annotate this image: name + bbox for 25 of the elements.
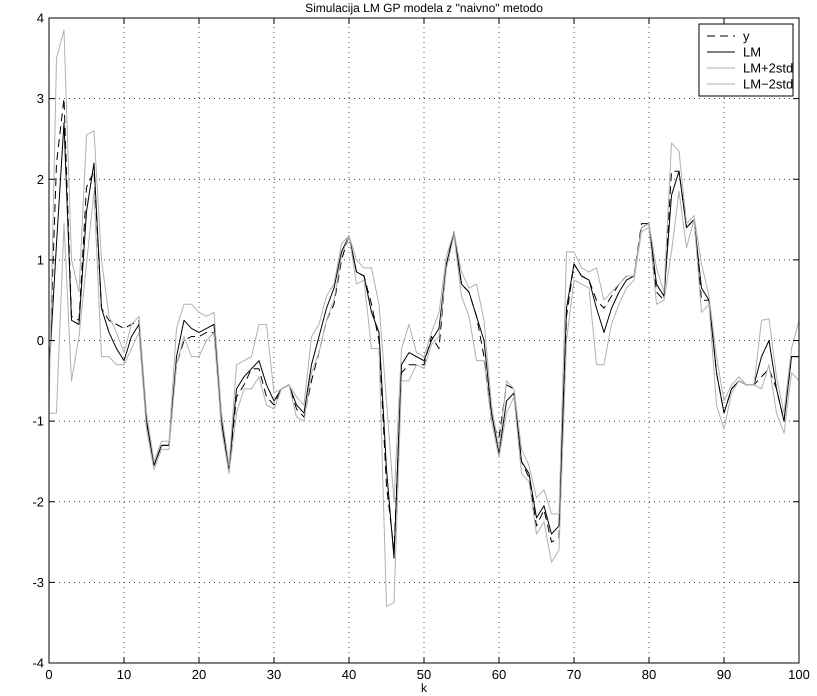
x-tick-label: 60 [492, 667, 506, 682]
x-tick-label: 20 [192, 667, 206, 682]
legend-label: y [743, 28, 750, 44]
x-axis-title: k [421, 681, 428, 695]
y-tick-label: -4 [32, 656, 44, 670]
x-tick-label: 40 [342, 667, 356, 682]
legend-label: LM+2std [743, 60, 794, 76]
x-tick-label: 70 [566, 667, 582, 682]
legend-label: LM [743, 44, 762, 60]
x-tick-label: 50 [416, 667, 432, 682]
x-tick-label: 90 [716, 667, 732, 682]
x-tick-label: 100 [788, 667, 810, 682]
y-tick-label: 3 [36, 91, 44, 106]
y-tick-label: 0 [36, 333, 44, 348]
x-tick-label: 80 [642, 667, 656, 682]
chart-title: Simulacija LM GP modela z "naivno" metodo [305, 1, 544, 15]
legend-label: LM−2std [743, 76, 794, 92]
y-tick-label: 2 [36, 172, 44, 187]
y-tick-label: 4 [36, 10, 44, 26]
x-tick-label: 10 [116, 667, 132, 682]
y-tick-label: -1 [32, 414, 44, 429]
x-tick-label: 30 [266, 667, 282, 682]
y-tick-label: -2 [32, 494, 44, 510]
y-tick-label: -3 [32, 574, 44, 590]
y-tick-label: 1 [36, 252, 44, 268]
